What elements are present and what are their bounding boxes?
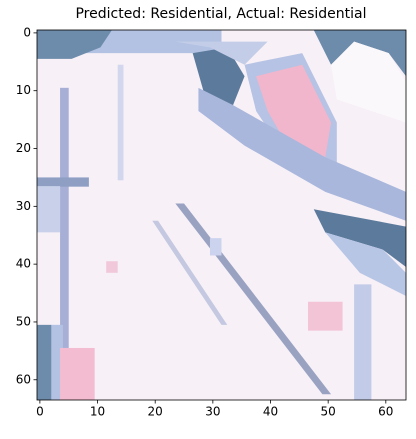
y-tick-label: 30 bbox=[16, 199, 31, 213]
x-tick-label: 20 bbox=[148, 405, 163, 419]
y-tick-label: 50 bbox=[16, 314, 31, 328]
x-tick-label: 30 bbox=[205, 405, 220, 419]
x-tick-label: 60 bbox=[378, 405, 393, 419]
x-tick-label: 0 bbox=[36, 405, 44, 419]
image bbox=[37, 30, 406, 400]
y-tick-label: 40 bbox=[16, 257, 31, 271]
x-tick-label: 40 bbox=[263, 405, 278, 419]
y-tick-label: 60 bbox=[16, 372, 31, 386]
axes-frame bbox=[36, 29, 407, 401]
x-tick-label: 50 bbox=[321, 405, 336, 419]
y-tick-label: 20 bbox=[16, 141, 31, 155]
chart-title: Predicted: Residential, Actual: Resident… bbox=[75, 6, 366, 22]
y-tick-label: 0 bbox=[23, 25, 31, 39]
y-tick-label: 10 bbox=[16, 83, 31, 97]
x-tick-label: 10 bbox=[90, 405, 105, 419]
